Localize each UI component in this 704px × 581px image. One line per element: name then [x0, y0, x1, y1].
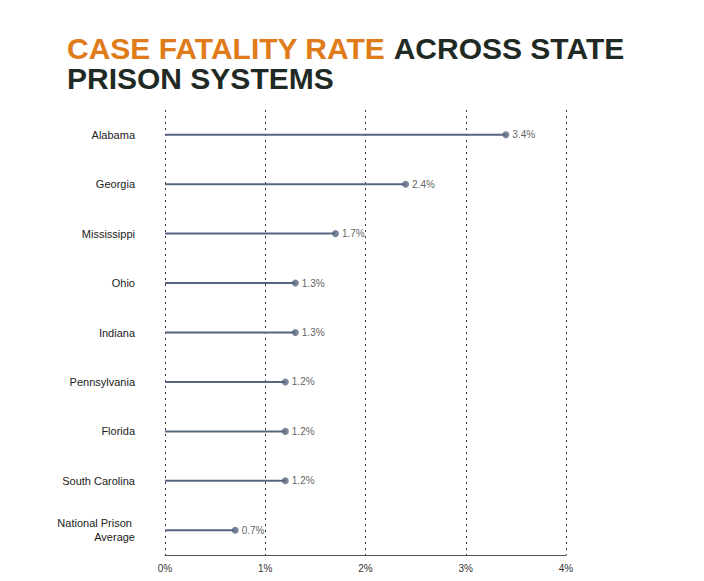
- svg-text:1.7%: 1.7%: [342, 228, 365, 239]
- svg-text:Ohio: Ohio: [112, 277, 135, 289]
- svg-text:Florida: Florida: [101, 425, 136, 437]
- svg-text:Pennsylvania: Pennsylvania: [70, 376, 136, 388]
- svg-text:0%: 0%: [158, 563, 173, 574]
- svg-text:1.2%: 1.2%: [292, 376, 315, 387]
- svg-text:4%: 4%: [559, 563, 574, 574]
- svg-text:0.7%: 0.7%: [242, 525, 265, 536]
- svg-text:1%: 1%: [258, 563, 273, 574]
- svg-text:Average: Average: [94, 531, 135, 543]
- svg-text:CASE FATALITY RATE: CASE FATALITY RATE: [67, 32, 393, 65]
- svg-text:1.2%: 1.2%: [292, 426, 315, 437]
- svg-text:1.3%: 1.3%: [302, 327, 325, 338]
- svg-text:Alabama: Alabama: [92, 129, 136, 141]
- svg-text:1.3%: 1.3%: [302, 278, 325, 289]
- svg-text:2%: 2%: [358, 563, 373, 574]
- svg-text:3.4%: 3.4%: [512, 129, 535, 140]
- svg-text:ACROSS STATE: ACROSS STATE: [394, 32, 625, 65]
- svg-text:Georgia: Georgia: [96, 178, 136, 190]
- svg-text:3%: 3%: [459, 563, 474, 574]
- svg-text:National Prison: National Prison: [57, 517, 135, 529]
- svg-text:PRISON SYSTEMS: PRISON SYSTEMS: [67, 62, 334, 95]
- svg-text:South Carolina: South Carolina: [62, 475, 136, 487]
- svg-text:Mississippi: Mississippi: [82, 228, 135, 240]
- svg-text:1.2%: 1.2%: [292, 475, 315, 486]
- svg-text:Indiana: Indiana: [99, 327, 136, 339]
- svg-text:2.4%: 2.4%: [412, 179, 435, 190]
